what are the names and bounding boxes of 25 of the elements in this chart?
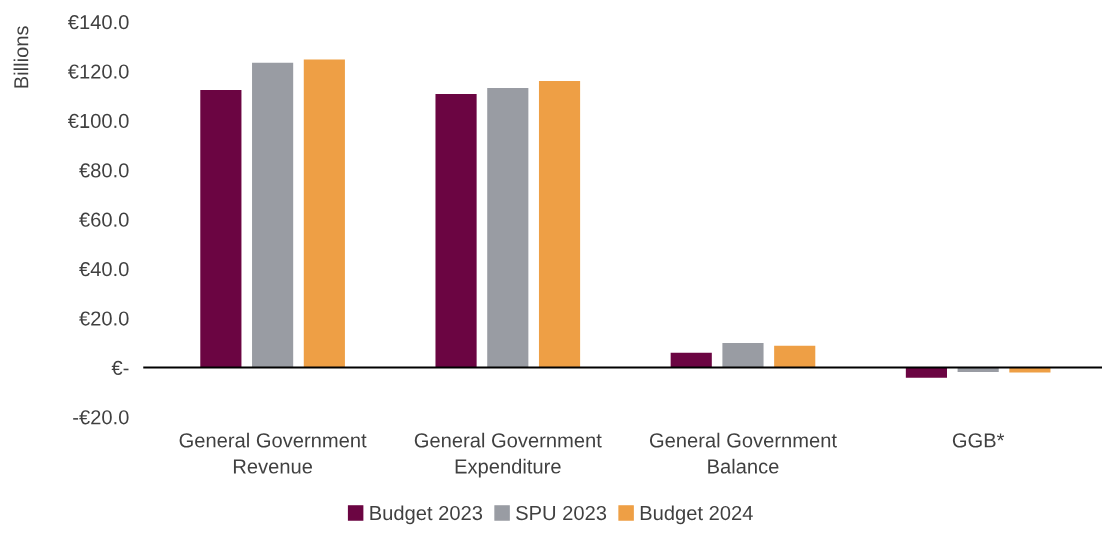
- y-tick-label: €120.0: [67, 64, 129, 79]
- y-axis-title: Billions: [13, 26, 29, 88]
- bar: [487, 87, 529, 368]
- y-tick-label: €60.0: [79, 212, 129, 227]
- bar: [303, 59, 345, 368]
- x-tick-label: General Government Expenditure: [414, 432, 602, 478]
- y-tick-label: €40.0: [79, 261, 129, 277]
- bar: [252, 62, 294, 368]
- y-tick-label: €100.0: [67, 113, 129, 129]
- bar: [435, 93, 477, 368]
- y-tick-label: €20.0: [79, 311, 129, 326]
- y-tick-label: €80.0: [79, 163, 129, 178]
- y-tick-label: €-: [111, 360, 129, 376]
- bar: [538, 81, 581, 368]
- x-tick-label: General Government Revenue: [179, 432, 367, 474]
- y-tick-label: €140.0: [67, 15, 129, 30]
- legend-label: Budget 2024: [640, 505, 753, 525]
- bar: [774, 345, 816, 368]
- legend-label: SPU 2023: [516, 505, 607, 521]
- x-tick-label: General Government Balance: [649, 432, 837, 474]
- bar: [200, 89, 242, 368]
- x-tick-label: GGB*: [952, 433, 1005, 448]
- y-tick-label: -€20.0: [73, 410, 129, 425]
- legend-label: Budget 2023: [370, 505, 483, 525]
- bar: [722, 343, 764, 368]
